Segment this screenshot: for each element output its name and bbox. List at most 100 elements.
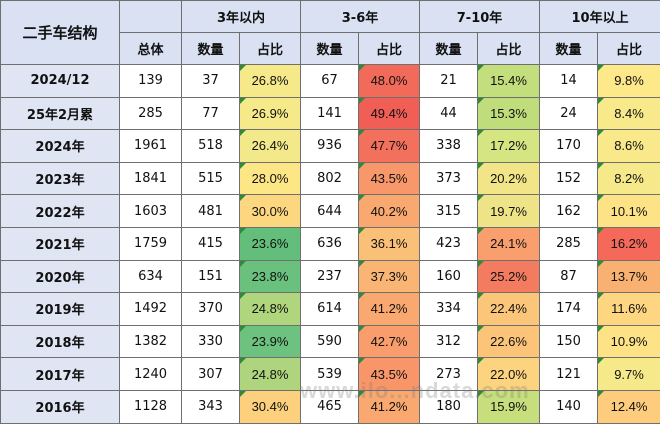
share-cell: 36.1%: [359, 227, 420, 260]
column-header-share: 占比: [359, 33, 420, 65]
share-cell: 23.9%: [240, 325, 301, 358]
share-cell: 11.6%: [598, 293, 660, 326]
share-cell: 48.0%: [359, 65, 420, 98]
qty-cell: 515: [182, 162, 240, 195]
share-cell: 15.3%: [478, 97, 540, 130]
total-cell: 1128: [120, 390, 182, 423]
share-cell: 24.8%: [240, 293, 301, 326]
column-header-qty: 数量: [301, 33, 359, 65]
share-cell: 40.2%: [359, 195, 420, 228]
qty-cell: 77: [182, 97, 240, 130]
row-label: 25年2月累: [1, 97, 120, 130]
qty-cell: 24: [540, 97, 598, 130]
qty-cell: 315: [420, 195, 478, 228]
share-cell: 26.9%: [240, 97, 301, 130]
row-label: 2016年: [1, 390, 120, 423]
qty-cell: 373: [420, 162, 478, 195]
qty-cell: 273: [420, 358, 478, 391]
column-header-share: 占比: [478, 33, 540, 65]
qty-cell: 152: [540, 162, 598, 195]
group-header-3-6: 3-6年: [301, 1, 420, 33]
share-cell: 19.7%: [478, 195, 540, 228]
qty-cell: 21: [420, 65, 478, 98]
share-cell: 26.4%: [240, 130, 301, 163]
row-label: 2023年: [1, 162, 120, 195]
qty-cell: 936: [301, 130, 359, 163]
qty-cell: 539: [301, 358, 359, 391]
share-cell: 22.0%: [478, 358, 540, 391]
qty-cell: 140: [540, 390, 598, 423]
qty-cell: 37: [182, 65, 240, 98]
qty-cell: 614: [301, 293, 359, 326]
group-header-blank: [120, 1, 182, 33]
share-cell: 23.8%: [240, 260, 301, 293]
share-cell: 20.2%: [478, 162, 540, 195]
column-header-share: 占比: [240, 33, 301, 65]
qty-cell: 121: [540, 358, 598, 391]
qty-cell: 334: [420, 293, 478, 326]
qty-cell: 338: [420, 130, 478, 163]
qty-cell: 141: [301, 97, 359, 130]
row-label: 2022年: [1, 195, 120, 228]
qty-cell: 150: [540, 325, 598, 358]
qty-cell: 330: [182, 325, 240, 358]
header-row-groups: 二手车结构 3年以内 3-6年 7-10年 10年以上: [1, 1, 660, 33]
share-cell: 47.7%: [359, 130, 420, 163]
row-label: 2020年: [1, 260, 120, 293]
share-cell: 41.2%: [359, 390, 420, 423]
share-cell: 13.7%: [598, 260, 660, 293]
share-cell: 41.2%: [359, 293, 420, 326]
row-label: 2021年: [1, 227, 120, 260]
qty-cell: 465: [301, 390, 359, 423]
table-title-cell: 二手车结构: [1, 1, 120, 65]
qty-cell: 636: [301, 227, 359, 260]
qty-cell: 170: [540, 130, 598, 163]
share-cell: 24.8%: [240, 358, 301, 391]
group-header-0-3: 3年以内: [182, 1, 301, 33]
qty-cell: 423: [420, 227, 478, 260]
column-header-qty: 数量: [420, 33, 478, 65]
row-label: 2024/12: [1, 65, 120, 98]
qty-cell: 312: [420, 325, 478, 358]
total-cell: 139: [120, 65, 182, 98]
share-cell: 30.4%: [240, 390, 301, 423]
total-cell: 1759: [120, 227, 182, 260]
qty-cell: 343: [182, 390, 240, 423]
share-cell: 49.4%: [359, 97, 420, 130]
share-cell: 8.2%: [598, 162, 660, 195]
qty-cell: 14: [540, 65, 598, 98]
share-cell: 25.2%: [478, 260, 540, 293]
qty-cell: 590: [301, 325, 359, 358]
share-cell: 43.5%: [359, 358, 420, 391]
total-cell: 634: [120, 260, 182, 293]
group-header-7-10: 7-10年: [420, 1, 540, 33]
share-cell: 22.4%: [478, 293, 540, 326]
column-header-qty: 数量: [540, 33, 598, 65]
share-cell: 22.6%: [478, 325, 540, 358]
column-header-share: 占比: [598, 33, 660, 65]
qty-cell: 415: [182, 227, 240, 260]
share-cell: 8.6%: [598, 130, 660, 163]
row-label: 2024年: [1, 130, 120, 163]
qty-cell: 67: [301, 65, 359, 98]
share-cell: 28.0%: [240, 162, 301, 195]
total-cell: 1603: [120, 195, 182, 228]
total-cell: 1240: [120, 358, 182, 391]
qty-cell: 151: [182, 260, 240, 293]
qty-cell: 644: [301, 195, 359, 228]
share-cell: 24.1%: [478, 227, 540, 260]
qty-cell: 174: [540, 293, 598, 326]
qty-cell: 307: [182, 358, 240, 391]
share-cell: 37.3%: [359, 260, 420, 293]
